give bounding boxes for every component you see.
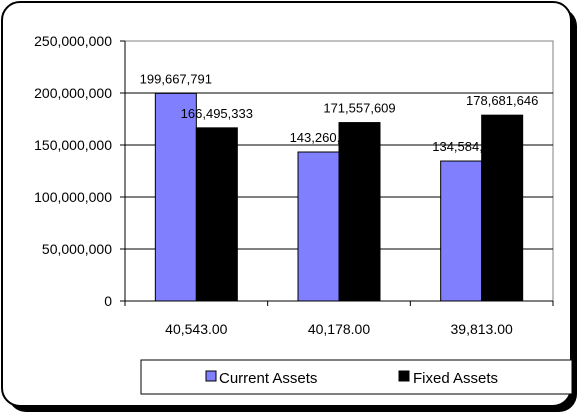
y-tick-label: 250,000,000: [34, 33, 112, 49]
y-tick-label: 100,000,000: [34, 189, 112, 205]
legend: Current Assets Fixed Assets: [140, 359, 573, 395]
x-tick-label: 40,178.00: [308, 321, 370, 337]
data-label: 166,495,333: [181, 106, 253, 121]
bars: [154, 92, 524, 302]
legend-label-fixed-assets: Fixed Assets: [413, 370, 498, 387]
bar-fixed-assets: [338, 122, 381, 302]
bar-fixed-assets: [195, 127, 238, 302]
bar-current-assets: [297, 151, 340, 302]
legend-swatch-current-assets: [205, 370, 217, 382]
bar-fixed-assets: [481, 114, 524, 302]
x-tick-label: 40,543.00: [165, 321, 227, 337]
data-label: 134,584,8: [432, 139, 490, 154]
data-label: 199,667,791: [140, 71, 212, 86]
legend-label-current-assets: Current Assets: [219, 370, 317, 387]
bar-current-assets: [440, 160, 483, 302]
x-tick-label: 39,813.00: [451, 321, 513, 337]
y-tick-label: 50,000,000: [42, 241, 112, 257]
data-labels: 199,667,791 166,495,333 143,260,9 171,557,6…: [140, 71, 539, 154]
y-axis-ticks: 0 50,000,000 100,000,000 150,000,000 200,000…: [34, 33, 125, 309]
y-tick-label: 150,000,000: [34, 137, 112, 153]
y-tick-label: 0: [104, 293, 112, 309]
data-label: 171,557,609: [323, 101, 395, 116]
data-label: 143,260,9: [290, 130, 348, 145]
legend-swatch-fixed-assets: [398, 370, 410, 382]
bar-current-assets: [154, 92, 197, 302]
data-label: 178,681,646: [466, 93, 538, 108]
y-tick-label: 200,000,000: [34, 85, 112, 101]
x-axis-ticks: 40,543.00 40,178.00 39,813.00: [124, 301, 554, 337]
